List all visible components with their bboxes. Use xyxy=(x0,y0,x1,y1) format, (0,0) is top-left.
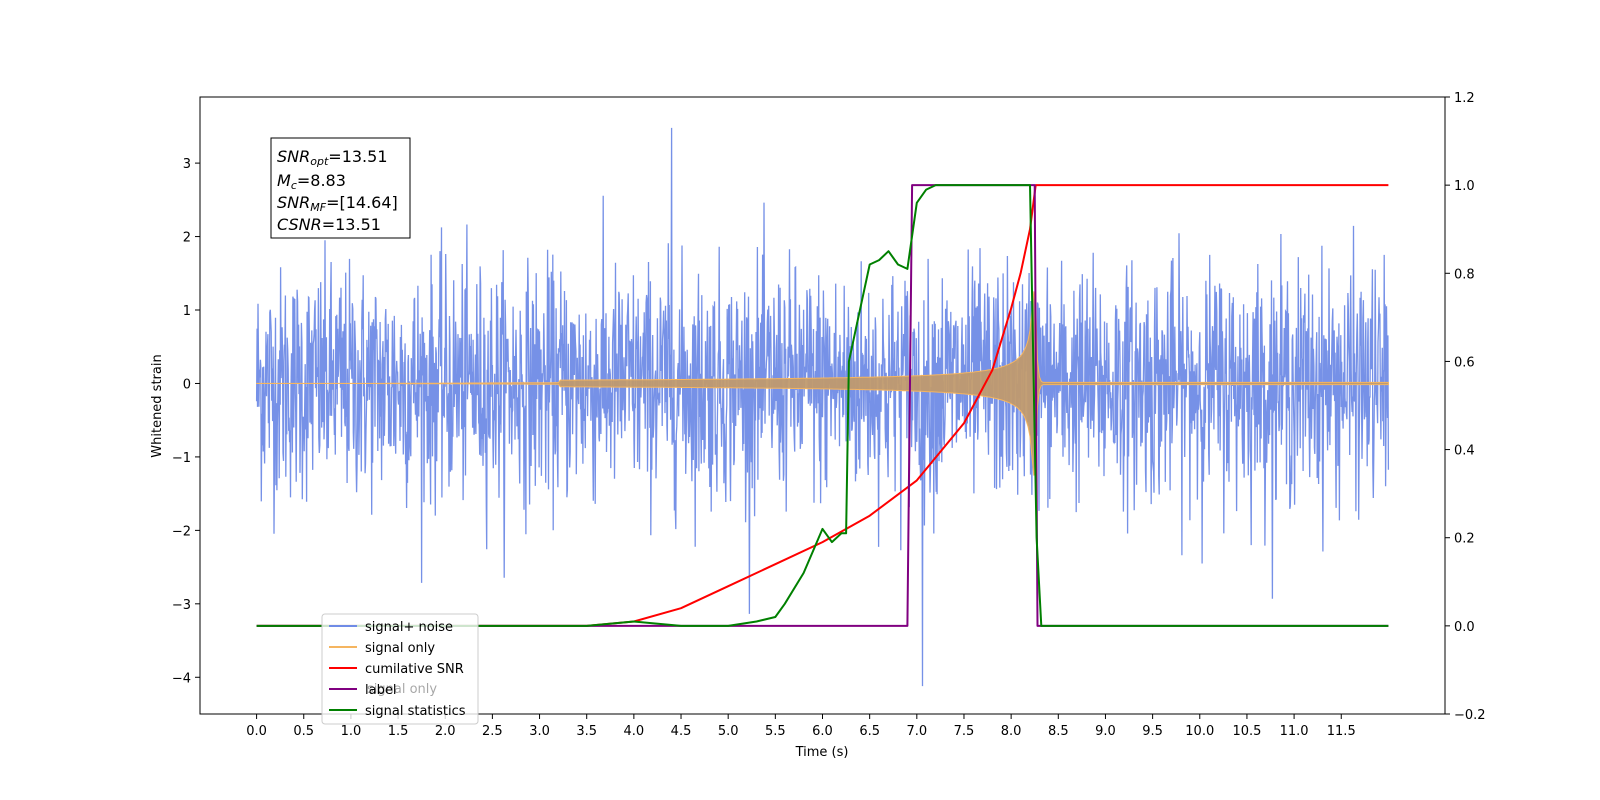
svg-text:SNRMF=[14.64]: SNRMF=[14.64] xyxy=(277,193,398,214)
y-tick-label: 1 xyxy=(183,304,191,319)
x-tick-label: 6.0 xyxy=(812,724,833,739)
x-tick-label: 11.5 xyxy=(1327,724,1356,739)
y2-tick-label: 0.6 xyxy=(1454,355,1475,370)
series-signal-statistics-line xyxy=(256,184,1389,627)
x-tick-label: 5.0 xyxy=(718,724,739,739)
y-axis-title: Whitened strain xyxy=(150,354,165,457)
annotation-box: SNRopt=13.51 Mc=8.83 SNRMF=[14.64] CSNR=… xyxy=(270,137,411,239)
x-tick-label: 9.0 xyxy=(1095,724,1116,739)
y-tick-label: −1 xyxy=(172,451,191,466)
x-tick-label: 10.5 xyxy=(1232,724,1261,739)
legend-item-label: signal statistics xyxy=(365,704,466,719)
y-tick-label: 3 xyxy=(183,157,191,172)
y-tick-label: −4 xyxy=(172,671,191,686)
x-tick-label: 4.5 xyxy=(671,724,692,739)
y2-tick-label: 0.4 xyxy=(1454,444,1475,459)
legend-item-label: label xyxy=(365,683,396,698)
legend-ghost-text: signal only xyxy=(367,682,437,697)
svg-text:SNRopt=13.51: SNRopt=13.51 xyxy=(277,147,388,168)
x-tick-label: 8.0 xyxy=(1001,724,1022,739)
y-axis-left: −4 −3 −2 −1 0 1 2 3 xyxy=(172,157,200,686)
x-tick-label: 2.5 xyxy=(482,724,503,739)
y2-tick-label: 1.2 xyxy=(1454,91,1475,106)
x-tick-label: 8.5 xyxy=(1048,724,1069,739)
series-signal-plus-noise-line xyxy=(255,127,1390,687)
y2-tick-label: −0.2 xyxy=(1454,708,1486,723)
y2-tick-label: 0.2 xyxy=(1454,532,1475,547)
x-tick-label: 5.5 xyxy=(765,724,786,739)
x-tick-label: 9.5 xyxy=(1142,724,1163,739)
series-signal-only-line xyxy=(256,291,1389,476)
x-axis: 0.0 0.5 1.0 1.5 2.0 2.5 3.0 3.5 4.0 4.5 5.0 5.5 6.0 6… xyxy=(246,714,1356,739)
svg-text:CSNR=13.51: CSNR=13.51 xyxy=(277,215,381,234)
y-tick-label: −2 xyxy=(172,524,191,539)
svg-text:Mc=8.83: Mc=8.83 xyxy=(277,171,346,192)
legend-item-label: signal+ noise xyxy=(365,620,453,635)
x-tick-label: 4.0 xyxy=(624,724,645,739)
x-tick-label: 1.0 xyxy=(341,724,362,739)
x-tick-label: 0.5 xyxy=(293,724,314,739)
x-axis-title: Time (s) xyxy=(795,745,849,760)
x-tick-label: 7.0 xyxy=(906,724,927,739)
series-cumilative-snr-line xyxy=(256,184,1389,627)
x-tick-label: 6.5 xyxy=(859,724,880,739)
y-tick-label: −3 xyxy=(172,598,191,613)
y2-tick-label: 0.0 xyxy=(1454,620,1475,635)
x-tick-label: 1.5 xyxy=(388,724,409,739)
x-tick-label: 0.0 xyxy=(246,724,267,739)
legend-item-label: signal only xyxy=(365,641,435,656)
x-tick-label: 3.0 xyxy=(529,724,550,739)
y2-tick-label: 0.8 xyxy=(1454,267,1475,282)
y2-tick-label: 1.0 xyxy=(1454,179,1475,194)
x-tick-label: 11.0 xyxy=(1280,724,1309,739)
y-tick-label: 2 xyxy=(183,231,191,246)
x-tick-label: 10.0 xyxy=(1185,724,1214,739)
x-tick-label: 7.5 xyxy=(954,724,975,739)
plot-area xyxy=(255,127,1390,687)
x-tick-label: 3.5 xyxy=(576,724,597,739)
legend-frame xyxy=(321,613,479,725)
legend: signal only signal+ noise signal only cumil… xyxy=(321,613,479,725)
x-tick-label: 2.0 xyxy=(435,724,456,739)
legend-item-label: cumilative SNR xyxy=(365,662,464,677)
y-tick-label: 0 xyxy=(183,377,191,392)
y-axis-right: −0.2 0.0 0.2 0.4 0.6 0.8 1.0 1.2 xyxy=(1445,91,1486,723)
